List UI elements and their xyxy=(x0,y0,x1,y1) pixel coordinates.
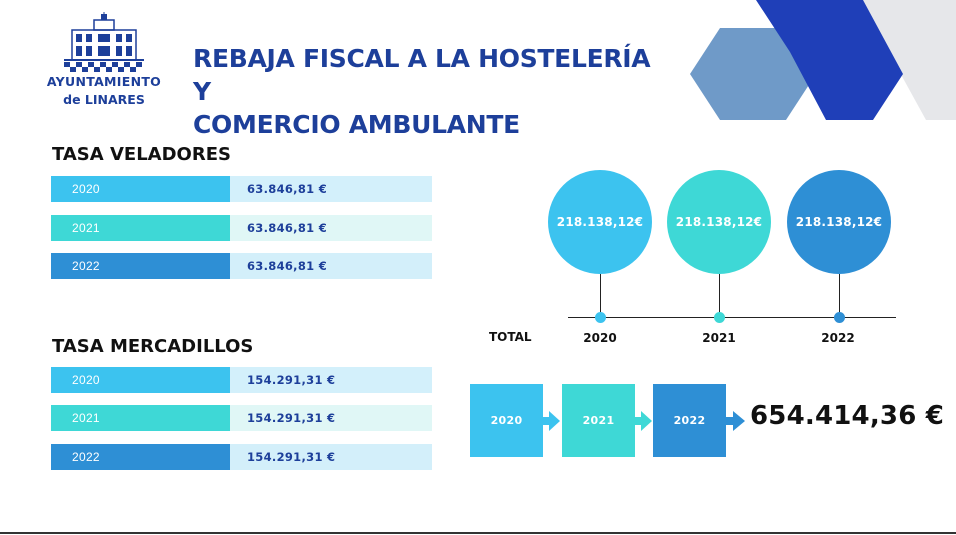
veladores-year-2020: 2020 xyxy=(51,176,230,202)
mercadillos-value-2020: 154.291,31 € xyxy=(230,367,432,393)
light-blue-hexagon-shape xyxy=(690,28,816,120)
timeline-stem-2020 xyxy=(600,274,601,318)
flow-arrow-1-stem xyxy=(543,417,549,425)
timeline-axis xyxy=(568,317,896,318)
timeline-year-2020: 2020 xyxy=(583,331,617,345)
mercadillos-heading: TASA MERCADILLOS xyxy=(52,336,254,357)
veladores-value-2021: 63.846,81 € xyxy=(230,215,432,241)
logo-text-line2: de LINARES xyxy=(63,92,145,107)
timeline-dot-2020 xyxy=(595,312,606,323)
page-title: REBAJA FISCAL A LA HOSTELERÍA Y COMERCIO… xyxy=(193,42,673,141)
grey-hexagon-shape xyxy=(860,0,956,120)
veladores-heading: TASA VELADORES xyxy=(52,144,231,165)
logo-text-line1: AYUNTAMIENTO xyxy=(46,74,162,89)
timeline-circle-2021: 218.138,12€ xyxy=(667,170,771,274)
flow-arrow-1-icon xyxy=(549,411,560,431)
flow-arrow-2-stem xyxy=(635,417,641,425)
veladores-row-2020: 2020 63.846,81 € xyxy=(51,176,432,202)
town-hall-icon xyxy=(64,12,144,72)
grand-total: 654.414,36 € xyxy=(750,401,945,431)
veladores-year-2022: 2022 xyxy=(51,253,230,279)
flow-arrow-3-icon xyxy=(733,411,745,431)
mercadillos-row-2020: 2020 154.291,31 € xyxy=(51,367,432,393)
timeline-total-label: TOTAL xyxy=(489,330,532,344)
veladores-row-2021: 2021 63.846,81 € xyxy=(51,215,432,241)
timeline-stem-2022 xyxy=(839,274,840,318)
timeline-year-2022: 2022 xyxy=(821,331,855,345)
timeline-circle-2022: 218.138,12€ xyxy=(787,170,891,274)
decorative-hexagons xyxy=(690,0,956,120)
mercadillos-row-2022: 2022 154.291,31 € xyxy=(51,444,432,470)
mercadillos-year-2022: 2022 xyxy=(51,444,230,470)
title-line1: REBAJA FISCAL A LA HOSTELERÍA Y xyxy=(193,44,651,106)
mercadillos-row-2021: 2021 154.291,31 € xyxy=(51,405,432,431)
veladores-row-2022: 2022 63.846,81 € xyxy=(51,253,432,279)
timeline-year-2021: 2021 xyxy=(702,331,736,345)
timeline-dot-2022 xyxy=(834,312,845,323)
mercadillos-year-2020: 2020 xyxy=(51,367,230,393)
flow-box-2020: 2020 xyxy=(470,384,543,457)
flow-arrow-2-icon xyxy=(641,411,652,431)
veladores-value-2022: 63.846,81 € xyxy=(230,253,432,279)
veladores-year-2021: 2021 xyxy=(51,215,230,241)
mercadillos-value-2021: 154.291,31 € xyxy=(230,405,432,431)
flow-box-2022: 2022 xyxy=(653,384,726,457)
title-line2: COMERCIO AMBULANTE xyxy=(193,110,520,139)
timeline-circle-2020: 218.138,12€ xyxy=(548,170,652,274)
veladores-value-2020: 63.846,81 € xyxy=(230,176,432,202)
flow-arrow-3-stem xyxy=(726,417,734,425)
timeline-dot-2021 xyxy=(714,312,725,323)
dark-blue-hexagon-shape xyxy=(756,0,903,120)
flow-box-2021: 2021 xyxy=(562,384,635,457)
ayuntamiento-logo: AYUNTAMIENTO de LINARES xyxy=(38,12,170,112)
mercadillos-year-2021: 2021 xyxy=(51,405,230,431)
bottom-divider xyxy=(0,532,956,534)
timeline-stem-2021 xyxy=(719,274,720,318)
mercadillos-value-2022: 154.291,31 € xyxy=(230,444,432,470)
